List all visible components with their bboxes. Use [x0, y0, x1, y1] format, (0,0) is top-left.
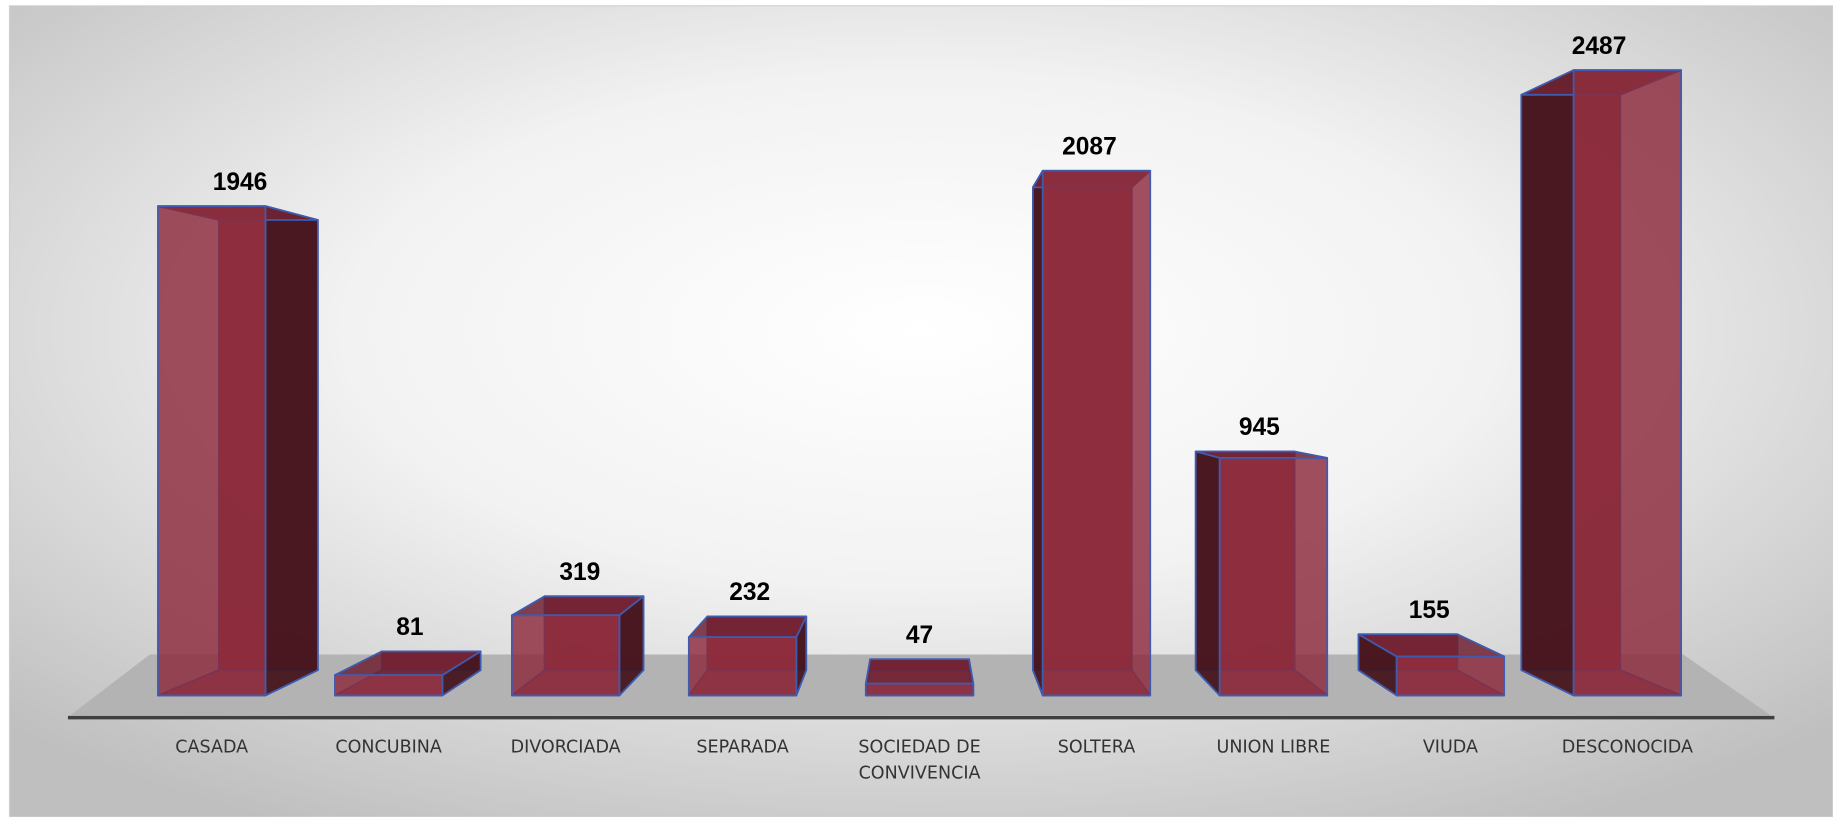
bar-top [687, 615, 808, 638]
x-tick-label-box: DESCONOCIDA [1561, 736, 1693, 758]
bar-front [1572, 69, 1683, 697]
bar-front [1395, 655, 1506, 697]
bar-side [1520, 69, 1575, 697]
x-tick-label: DIVORCIADA [510, 736, 621, 758]
x-tick-label-box: CASADA [175, 736, 249, 758]
value-label: 2487 [1572, 33, 1627, 60]
bar-side [1032, 169, 1044, 697]
bar-side [1194, 450, 1221, 697]
x-tick-label: VIUDA [1422, 736, 1479, 758]
x-tick-label-box: SOCIEDAD DE CONVIVENCIA [858, 736, 981, 784]
x-tick-label: CASADA [175, 736, 249, 758]
x-tick-label-box: DIVORCIADA [510, 736, 621, 758]
x-tick-label-box: CONCUBINA [335, 736, 442, 758]
x-tick-label-box: SOLTERA [1057, 736, 1136, 758]
bar-side [264, 205, 319, 697]
bar-front [687, 636, 798, 697]
x-tick-label: SEPARADA [696, 736, 789, 758]
value-label: 232 [729, 579, 770, 606]
x-tick-label: SOCIEDAD DE CONVIVENCIA [858, 736, 981, 784]
x-tick-label: CONCUBINA [335, 736, 442, 758]
x-tick-label: DESCONOCIDA [1561, 736, 1693, 758]
bar-top [864, 658, 975, 685]
bar-front [1041, 169, 1152, 697]
value-label: 1946 [213, 169, 268, 196]
bar-front [1218, 456, 1329, 697]
value-label: 319 [559, 559, 600, 586]
bar-front [334, 674, 444, 697]
value-label: 81 [396, 614, 423, 641]
x-tick-label: UNION LIBRE [1216, 736, 1331, 758]
bar-front [157, 205, 267, 697]
x-tick-label-box: VIUDA [1422, 736, 1479, 758]
x-tick-label: SOLTERA [1057, 736, 1136, 758]
value-label: 2087 [1062, 133, 1117, 160]
value-label: 47 [906, 622, 933, 649]
value-label: 945 [1239, 414, 1280, 441]
x-tick-label-box: UNION LIBRE [1216, 736, 1331, 758]
x-tick-label-box: SEPARADA [696, 736, 789, 758]
value-label: 155 [1409, 597, 1450, 624]
bar-front [510, 614, 621, 697]
bar-front [864, 682, 975, 697]
